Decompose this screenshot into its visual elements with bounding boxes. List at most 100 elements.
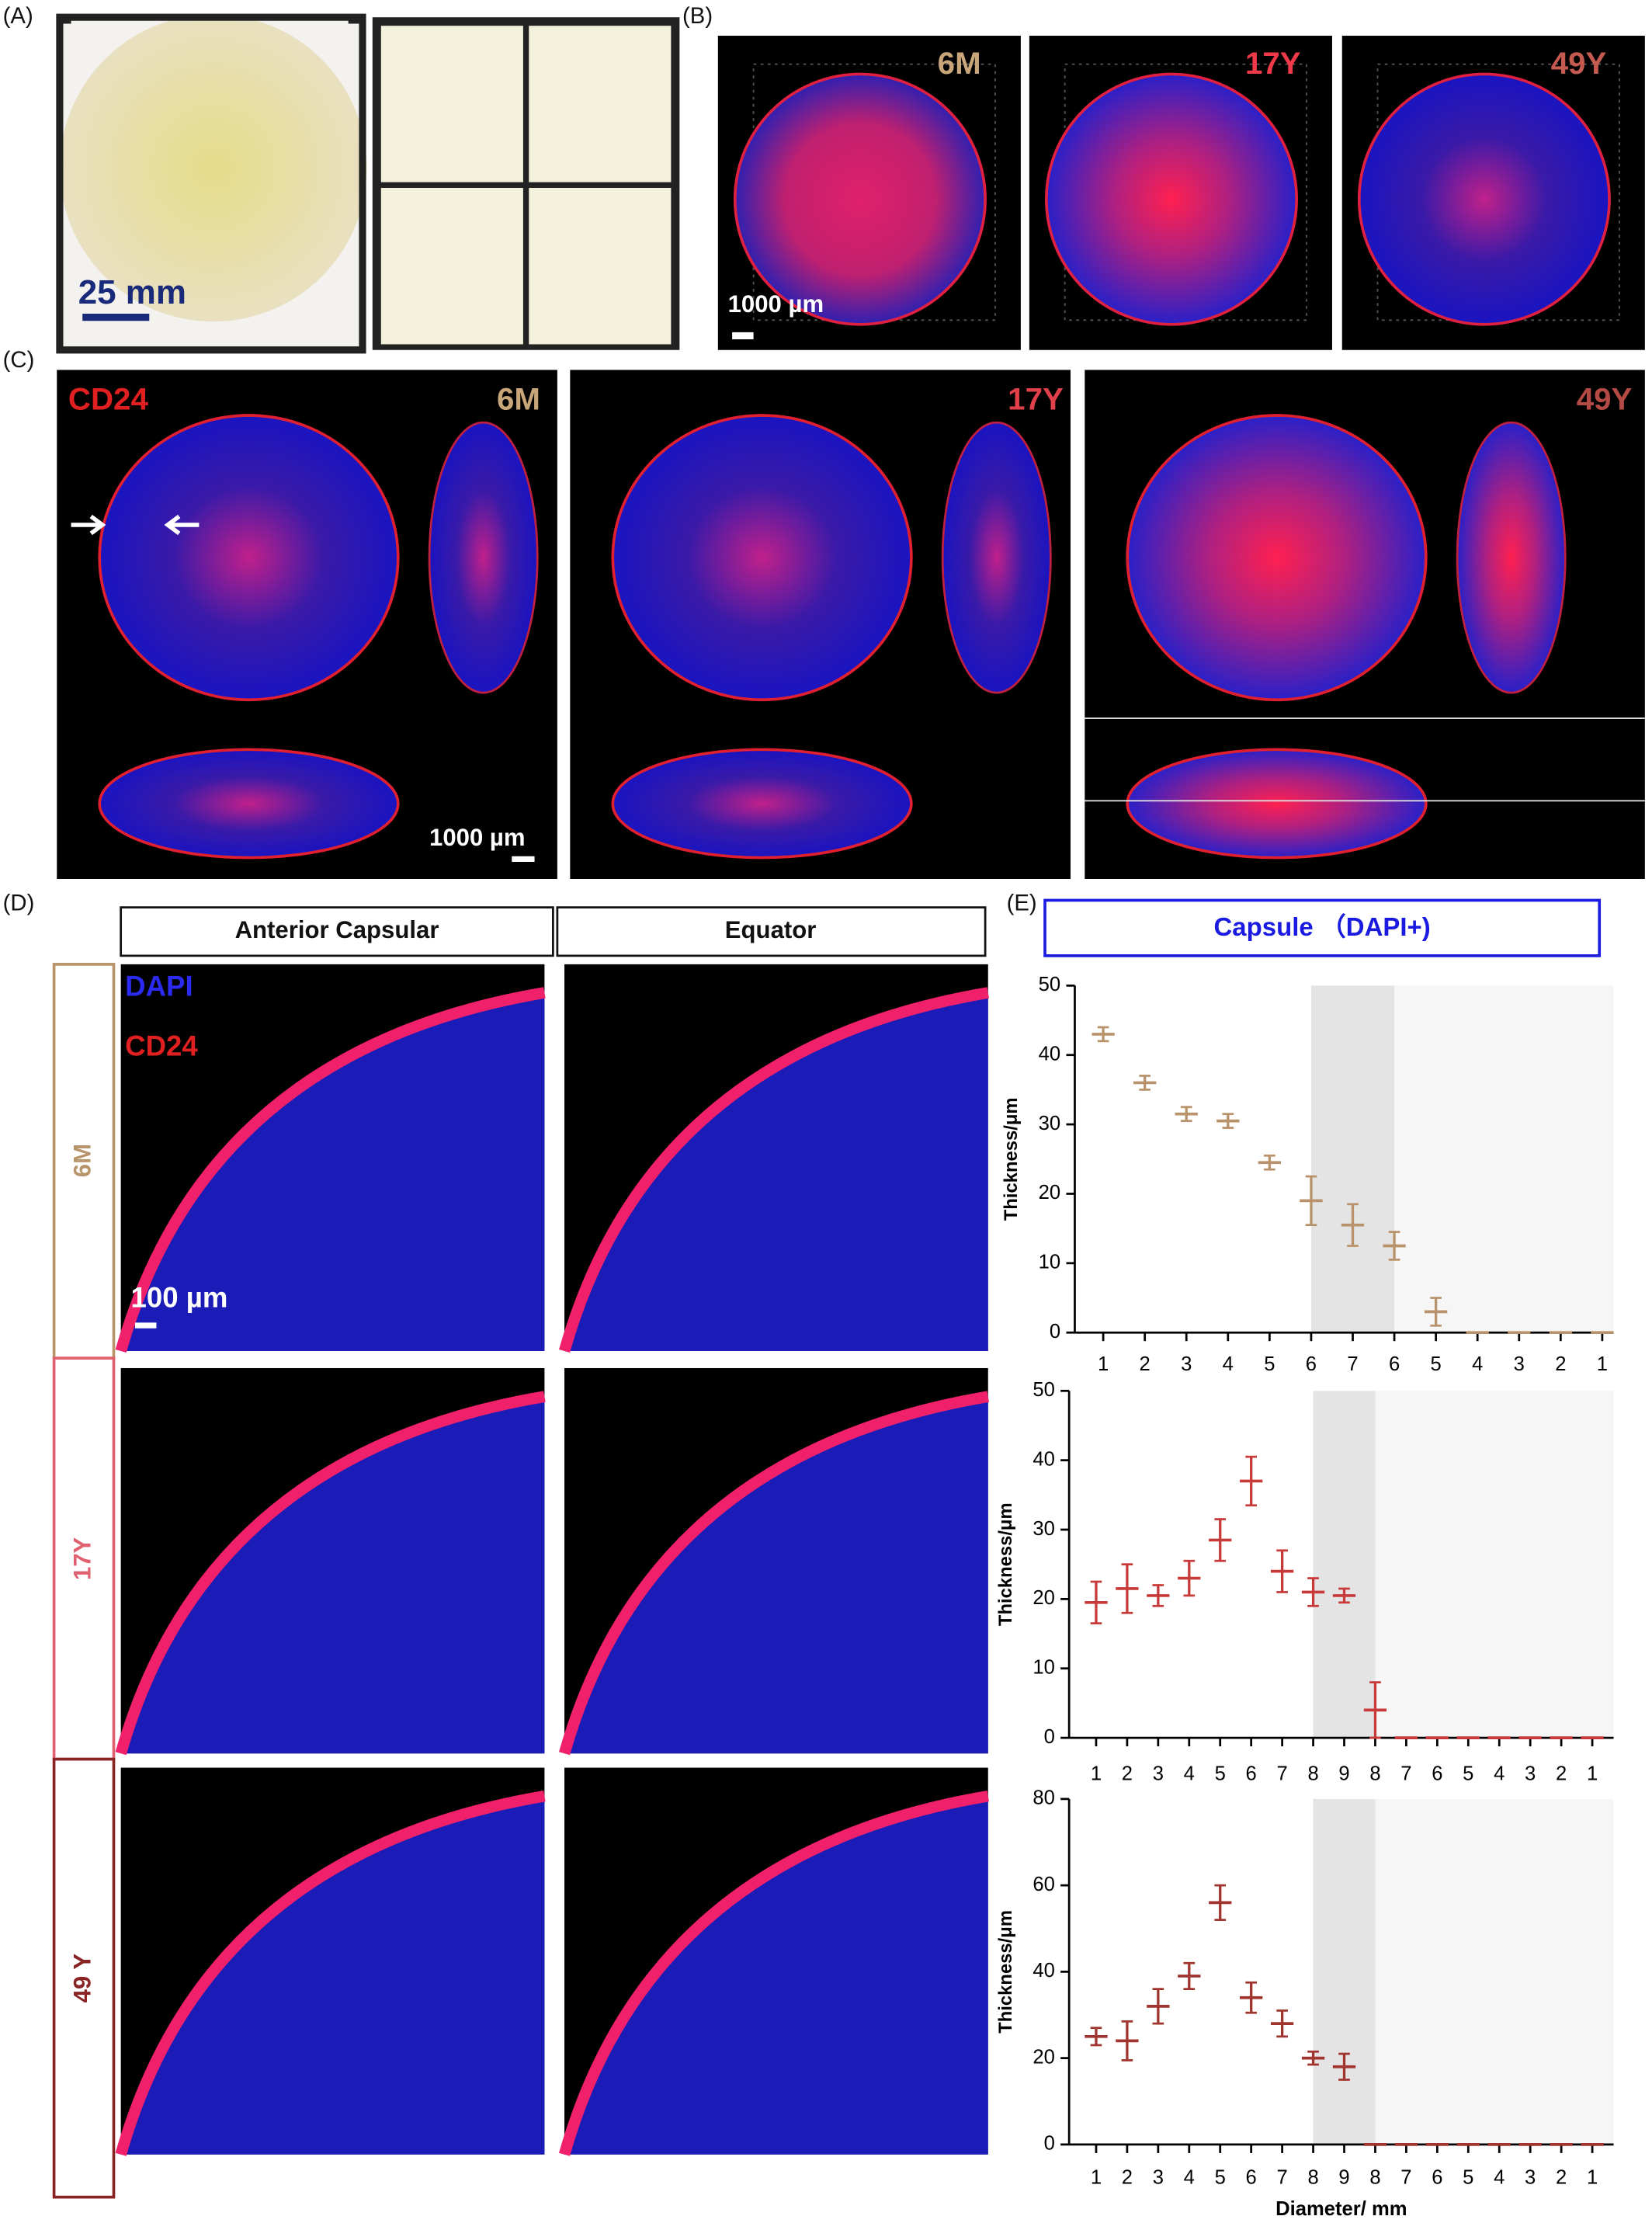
x-tick-label: 4 [1472,1353,1483,1375]
sample-label: 17Y [1008,381,1064,416]
x-tick-label: 1 [1587,2167,1598,2189]
x-tick-label: 9 [1338,1763,1349,1785]
y-axis-label: Thickness/μm [995,1502,1016,1626]
x-tick-label: 7 [1276,1763,1287,1785]
shaded-band [1375,1798,1614,2145]
y-tick-label: 10 [1032,1657,1055,1679]
x-tick-label: 3 [1153,2167,1164,2189]
photo-square [529,187,672,345]
x-tick-label: 7 [1400,2167,1411,2189]
x-tick-label: 1 [1091,1763,1102,1785]
y-tick-label: 80 [1032,1787,1055,1809]
y-tick-label: 40 [1032,1448,1055,1470]
y-tick-label: 50 [1039,974,1061,995]
capsule-edge [115,987,546,1353]
capsule-edge [115,1391,546,1756]
scale-bar-label: 25 mm [78,273,186,311]
row-box [52,1356,116,1761]
x-tick-label: 5 [1264,1353,1275,1375]
y-tick-label: 20 [1032,2046,1055,2068]
x-tick-label: 1 [1587,1763,1598,1785]
x-tick-label: 3 [1181,1353,1192,1375]
lens-side [1456,421,1567,694]
x-tick-label: 6 [1432,2167,1442,2189]
y-axis-label: Thickness/μm [995,1910,1016,2034]
tissue [120,1396,545,1754]
x-tick-label: 1 [1091,2167,1102,2189]
capsule-edge [115,1790,546,2156]
lens-3d [1045,72,1298,326]
lens-top [611,748,913,860]
y-tick-label: 0 [1044,2133,1055,2155]
x-tick-label: 3 [1525,1763,1536,1785]
panel-label: (E) [1007,891,1037,916]
column-header-box [556,906,987,957]
stain-label: CD24 [68,381,149,416]
x-tick-label: 5 [1431,1353,1442,1375]
y-tick-label: 30 [1032,1518,1055,1540]
column-header: Anterior Capsular [235,916,439,943]
row-label: 6M [68,1144,95,1177]
lens-top [1126,748,1428,860]
tissue [120,992,545,1351]
x-tick-label: 5 [1215,1763,1226,1785]
lens-side [428,421,539,694]
x-tick-label: 1 [1098,1353,1109,1375]
shaded-band [1394,985,1614,1333]
lens-section [611,414,913,702]
x-tick-label: 6 [1432,1763,1442,1785]
y-tick-label: 40 [1039,1043,1061,1065]
sample-label: 49Y [1551,46,1607,81]
arrow [71,514,200,536]
capsule-edge [558,1790,989,2156]
x-tick-label: 1 [1597,1353,1608,1375]
x-tick-label: 8 [1369,2167,1380,2189]
x-tick-label: 6 [1246,1763,1257,1785]
x-tick-label: 2 [1122,1763,1133,1785]
y-tick-label: 0 [1044,1726,1055,1748]
shaded-band [1313,1391,1376,1738]
capsule-edge [558,1391,989,1756]
lens-photo [59,14,367,322]
sample-label: 6M [497,381,540,416]
x-tick-label: 3 [1514,1353,1525,1375]
x-tick-label: 8 [1307,2167,1318,2189]
y-tick-label: 50 [1032,1379,1055,1401]
x-tick-label: 5 [1463,2167,1473,2189]
panel-label: (C) [3,347,35,373]
y-tick-label: 40 [1032,1960,1055,1982]
x-tick-label: 2 [1555,1353,1566,1375]
y-axis-label: Thickness/μm [1001,1097,1022,1221]
sample-label: 6M [938,46,981,81]
title-box [1043,898,1602,957]
x-tick-label: 6 [1306,1353,1317,1375]
panel-label: (D) [3,891,35,916]
row-label: 17Y [68,1537,95,1580]
sample-label: 49Y [1577,381,1633,416]
x-tick-label: 9 [1338,2167,1349,2189]
tissue [120,1796,545,2155]
chart-panel-title: Capsule （DAPI+) [1214,912,1431,941]
capsule-edge [558,987,989,1353]
x-tick-label: 4 [1494,2167,1504,2189]
photo-square [529,26,672,182]
y-tick-label: 60 [1032,1874,1055,1895]
tissue [564,1796,988,2155]
x-tick-label: 7 [1347,1353,1358,1375]
row-box [52,1757,116,2199]
photo-square [380,187,523,345]
lens-section [98,414,400,702]
x-tick-label: 4 [1184,1763,1195,1785]
panel-label: (A) [3,3,33,29]
panel-label: (B) [682,3,713,29]
x-tick-label: 2 [1122,2167,1133,2189]
photo-square [380,26,523,182]
lens-section [1126,414,1428,702]
column-header-box [120,906,554,957]
lens-top [98,748,400,860]
x-axis-label: Diameter/ mm [1275,2198,1407,2220]
x-tick-label: 5 [1215,2167,1226,2189]
shaded-band [1310,985,1395,1333]
images [56,13,1645,2156]
